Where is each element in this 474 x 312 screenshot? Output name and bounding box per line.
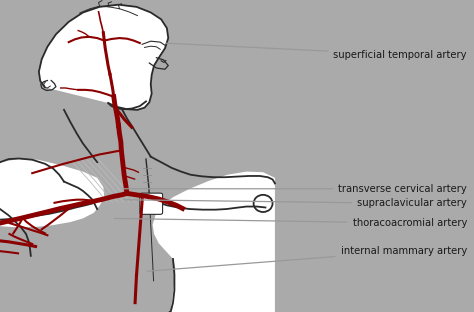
Text: supraclavicular artery: supraclavicular artery <box>124 198 467 208</box>
Polygon shape <box>153 172 275 312</box>
Polygon shape <box>0 159 104 312</box>
Text: thoracoacromial artery: thoracoacromial artery <box>114 218 467 228</box>
Polygon shape <box>39 5 168 110</box>
FancyBboxPatch shape <box>140 193 163 214</box>
Text: transverse cervical artery: transverse cervical artery <box>124 184 467 194</box>
Text: internal mammary artery: internal mammary artery <box>147 246 467 271</box>
Text: superficial temporal artery: superficial temporal artery <box>166 43 467 60</box>
